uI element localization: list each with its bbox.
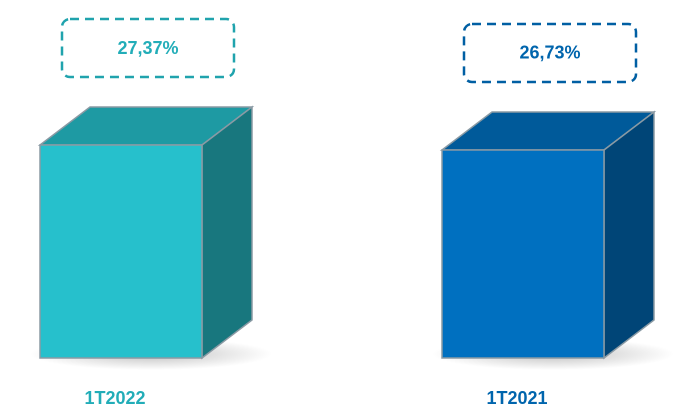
value-label: 26,73%: [519, 43, 580, 63]
category-label: 1T2021: [486, 388, 547, 408]
bar: [39, 144, 203, 359]
category-label: 1T2022: [84, 388, 145, 408]
bar-side: [603, 110, 655, 360]
value-label-box: [60, 17, 236, 79]
bar-side: [201, 105, 253, 360]
value-label-box: [462, 22, 638, 84]
bar: [441, 149, 605, 359]
value-label: 27,37%: [117, 38, 178, 58]
